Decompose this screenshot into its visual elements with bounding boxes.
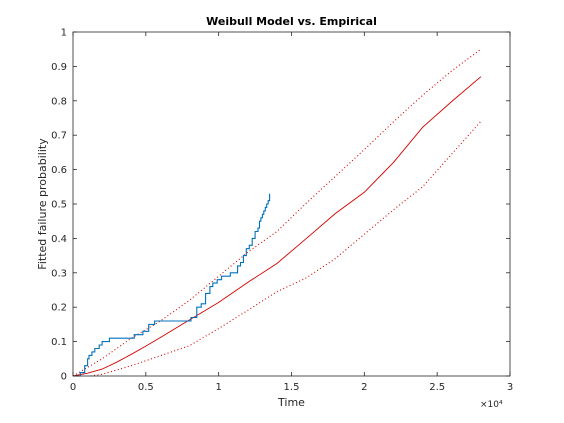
x-tick-label: 2: [361, 382, 367, 393]
y-tick-label: 0.1: [51, 337, 67, 348]
x-tick-label: 1: [215, 382, 221, 393]
chart-title: Weibull Model vs. Empirical: [206, 15, 377, 28]
x-exponent-label: ×10⁴: [480, 400, 503, 410]
x-tick-label: 0: [70, 382, 76, 393]
y-axis-label: Fitted failure probability: [36, 138, 49, 270]
empirical-cdf-stairs: [73, 193, 271, 377]
model-fit-line: [72, 76, 482, 377]
tick-layer: 0 0.5 1 1.5 2 2.5 3 0 0.1 0.2 0.3 0.4 0.5 0.6 0.7 0.8 0.…: [51, 28, 513, 394]
y-tick-label: 0.3: [51, 268, 67, 279]
x-tick-label: 3: [507, 382, 513, 393]
x-tick-label: 2.5: [429, 382, 445, 393]
y-tick-label: 0.5: [51, 200, 67, 211]
y-tick-label: 0.4: [51, 234, 67, 245]
x-tick-label: 1.5: [284, 382, 300, 393]
x-axis-label: Time: [277, 396, 305, 409]
y-tick-label: 0.6: [51, 165, 67, 176]
y-tick-label: 0.8: [51, 96, 67, 107]
y-tick-label: 0: [61, 372, 67, 383]
x-tick-label: 0.5: [138, 382, 154, 393]
upper-confidence-bound-line: [72, 48, 482, 377]
y-tick-label: 0.2: [51, 303, 67, 314]
series-layer: [72, 48, 482, 377]
y-tick-label: 1: [61, 28, 67, 39]
y-tick-label: 0.9: [51, 62, 67, 73]
y-tick-label: 0.7: [51, 131, 67, 142]
plot-area: [73, 32, 510, 376]
